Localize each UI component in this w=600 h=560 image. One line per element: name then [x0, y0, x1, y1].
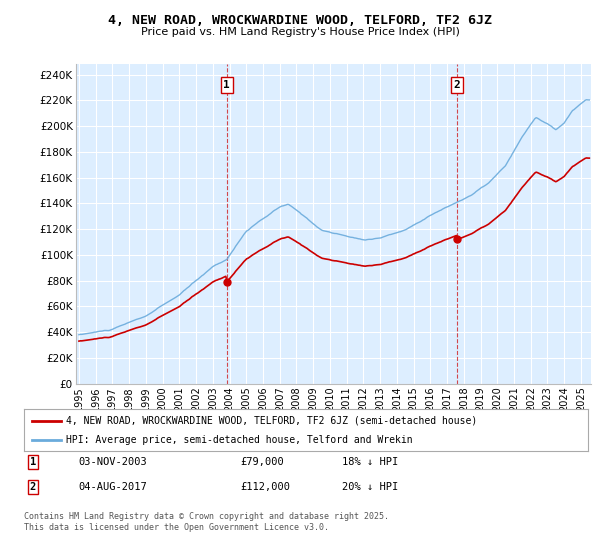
Text: 20% ↓ HPI: 20% ↓ HPI [342, 482, 398, 492]
Text: 03-NOV-2003: 03-NOV-2003 [78, 457, 147, 467]
Text: 2: 2 [30, 482, 36, 492]
Text: Price paid vs. HM Land Registry's House Price Index (HPI): Price paid vs. HM Land Registry's House … [140, 27, 460, 37]
Text: £112,000: £112,000 [240, 482, 290, 492]
Text: 1: 1 [30, 457, 36, 467]
Text: 4, NEW ROAD, WROCKWARDINE WOOD, TELFORD, TF2 6JZ (semi-detached house): 4, NEW ROAD, WROCKWARDINE WOOD, TELFORD,… [66, 416, 478, 426]
Text: 1: 1 [223, 80, 230, 90]
Text: HPI: Average price, semi-detached house, Telford and Wrekin: HPI: Average price, semi-detached house,… [66, 435, 413, 445]
Text: 2: 2 [454, 80, 460, 90]
Text: Contains HM Land Registry data © Crown copyright and database right 2025.
This d: Contains HM Land Registry data © Crown c… [24, 512, 389, 532]
Text: 04-AUG-2017: 04-AUG-2017 [78, 482, 147, 492]
Text: 18% ↓ HPI: 18% ↓ HPI [342, 457, 398, 467]
Text: 4, NEW ROAD, WROCKWARDINE WOOD, TELFORD, TF2 6JZ: 4, NEW ROAD, WROCKWARDINE WOOD, TELFORD,… [108, 14, 492, 27]
Text: £79,000: £79,000 [240, 457, 284, 467]
